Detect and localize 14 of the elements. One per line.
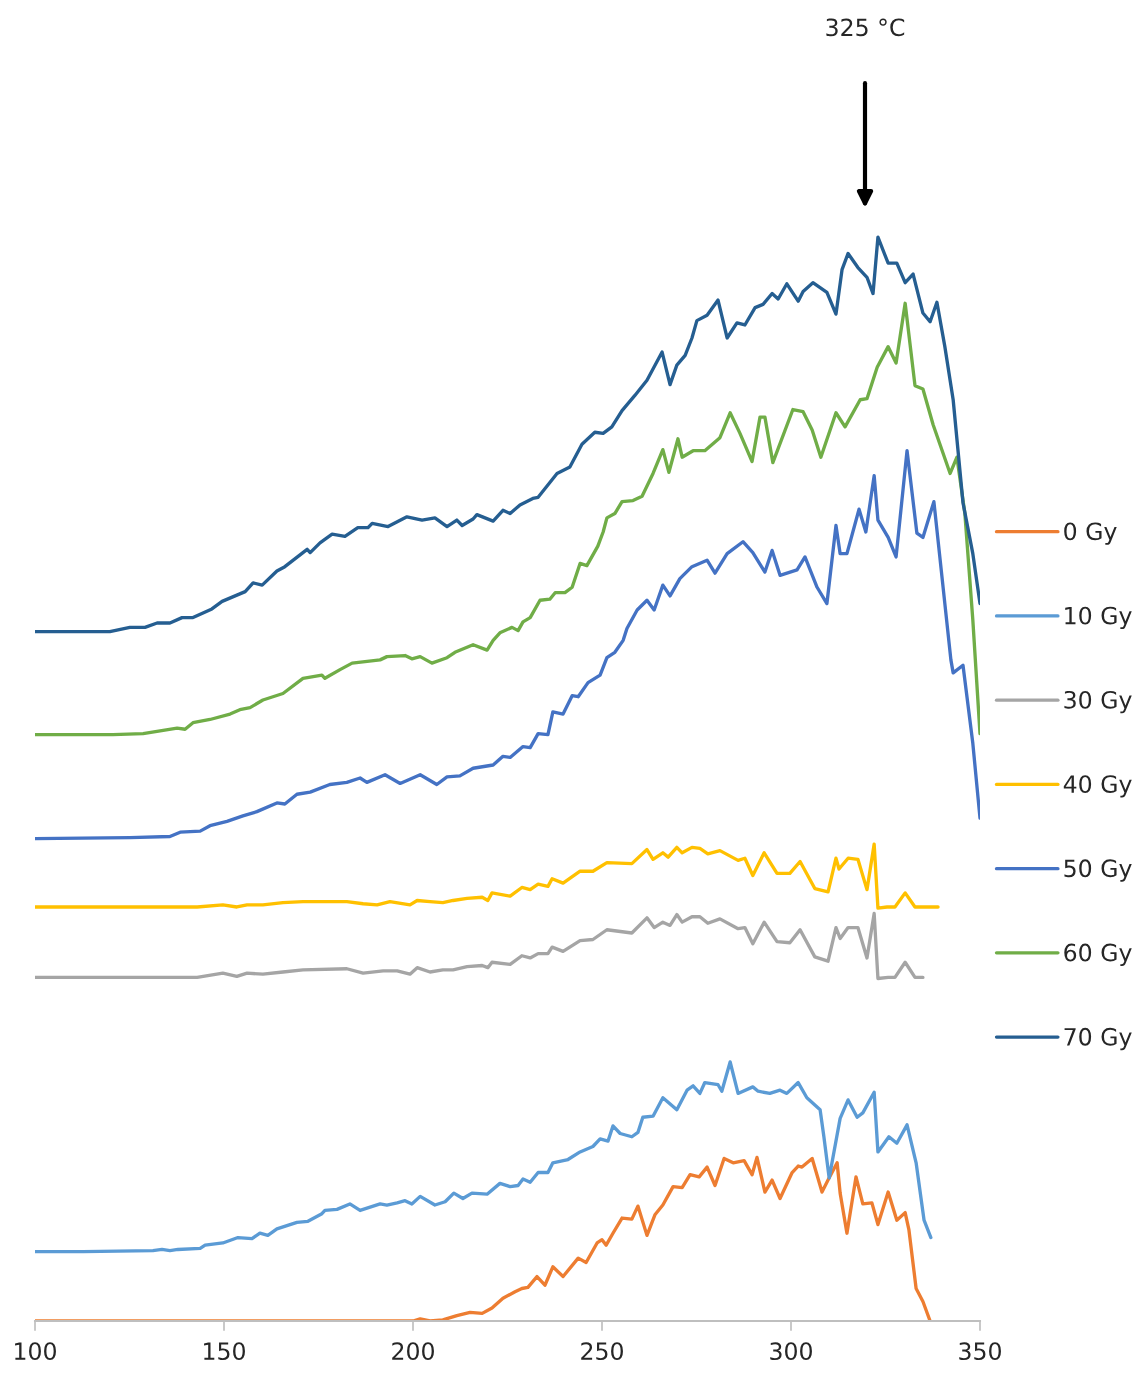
x-tick-label: 150 <box>204 1342 245 1361</box>
x-tick-label: 100 <box>15 1342 56 1361</box>
x-tick-label: 350 <box>959 1342 1001 1361</box>
legend-label: 30 Gy <box>1064 690 1132 714</box>
legend-label: 0 Gy <box>1064 522 1117 545</box>
x-tick-label: 250 <box>581 1342 623 1361</box>
x-tick-label: 200 <box>392 1342 434 1361</box>
legend-label: 40 Gy <box>1063 775 1132 798</box>
x-tick-label: 300 <box>770 1342 812 1361</box>
legend-label: 10 Gy <box>1065 606 1132 630</box>
text: 325 °C <box>826 18 905 37</box>
legend-label: 50 Gy <box>1064 859 1132 882</box>
legend-label: 70 Gy <box>1064 1027 1132 1051</box>
legend-label: 60 Gy <box>1064 943 1132 967</box>
